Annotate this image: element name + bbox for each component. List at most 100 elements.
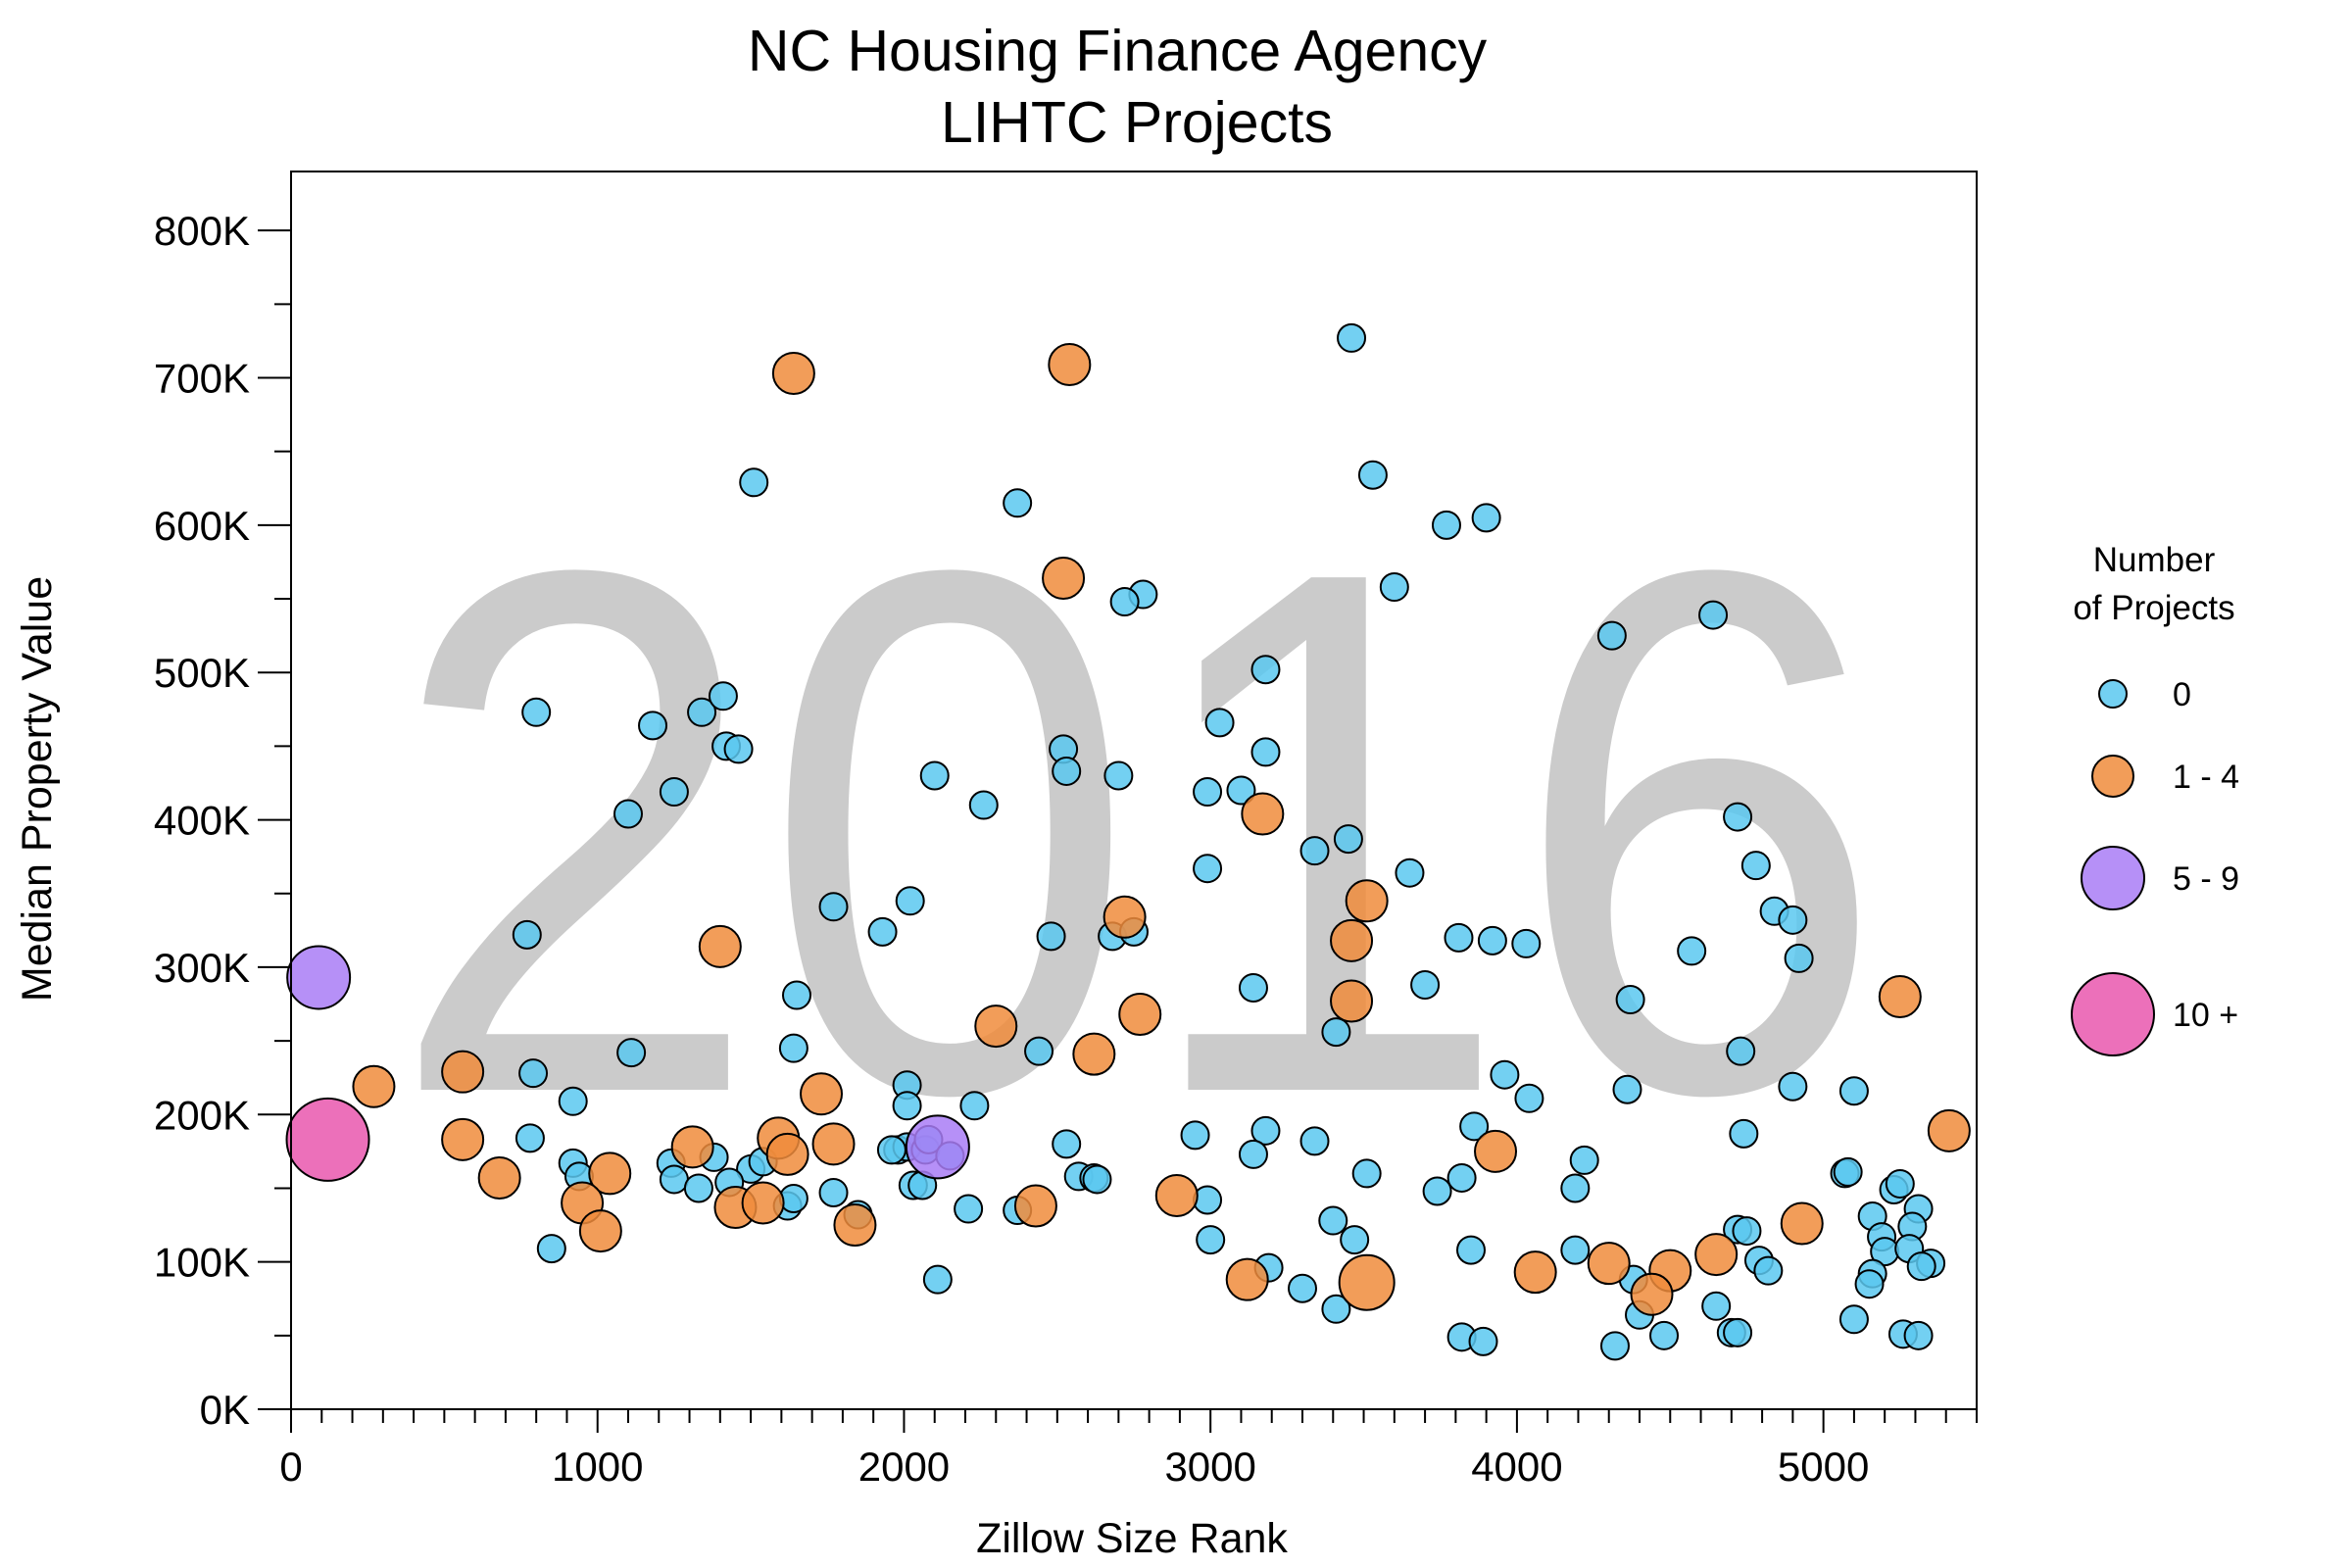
legend-entries: 0 1 - 4 5 - 9 10 + — [2071, 676, 2239, 1056]
data-point — [1288, 1273, 1317, 1303]
y-tick-label: 500K — [154, 650, 250, 696]
data-point — [1318, 1205, 1348, 1236]
data-point — [1345, 879, 1389, 923]
data-point — [687, 697, 717, 727]
data-point — [352, 1064, 396, 1108]
data-point — [670, 1125, 714, 1169]
x-tick-label: 2000 — [858, 1444, 950, 1490]
year-watermark: 2016 — [387, 416, 1886, 1249]
legend-title-line-1: Number — [2093, 541, 2216, 579]
data-point — [1299, 836, 1330, 866]
data-point — [1379, 572, 1409, 603]
data-point — [1698, 600, 1729, 630]
data-point — [1514, 1083, 1544, 1113]
data-point — [1118, 993, 1162, 1037]
data-point — [1729, 1118, 1759, 1149]
data-point — [811, 1122, 856, 1166]
data-point — [1321, 1017, 1351, 1048]
data-point — [800, 1072, 844, 1116]
data-point — [1513, 1250, 1557, 1295]
data-point — [708, 681, 738, 711]
data-point — [867, 916, 898, 947]
data-point — [778, 1033, 808, 1063]
chart-title-line-1: NC Housing Finance Agency — [748, 19, 1488, 83]
y-tick-label: 600K — [154, 503, 250, 549]
series-5-9 — [286, 945, 970, 1180]
data-point — [895, 886, 925, 916]
data-point — [1082, 1164, 1112, 1195]
data-point — [968, 790, 999, 820]
data-point — [1459, 1111, 1490, 1142]
chart-title-line-2: LIHTC Projects — [941, 90, 1333, 155]
data-point — [1196, 1225, 1226, 1255]
data-point — [1193, 854, 1223, 884]
data-point — [1833, 1156, 1863, 1187]
data-point — [286, 945, 352, 1010]
data-point — [1444, 922, 1474, 953]
data-point — [723, 734, 754, 764]
data-point — [922, 1264, 953, 1295]
data-point — [1612, 1074, 1642, 1104]
data-point — [1036, 921, 1066, 952]
data-point — [892, 1091, 922, 1121]
data-point — [1630, 1272, 1674, 1316]
data-point — [1410, 969, 1441, 1000]
data-point — [1456, 1235, 1486, 1265]
legend-label: 5 - 9 — [2173, 860, 2239, 898]
data-point — [905, 1114, 970, 1180]
data-point — [638, 710, 668, 741]
data-point — [659, 1164, 689, 1195]
data-point — [1321, 1294, 1351, 1324]
data-point — [919, 760, 950, 791]
data-point — [1052, 1129, 1082, 1159]
data-point — [1180, 1120, 1210, 1151]
data-point — [1204, 708, 1235, 738]
x-axis: 0 1000 2000 3000 4000 5000 — [279, 1409, 1978, 1490]
data-point — [1474, 1129, 1518, 1173]
data-point — [1511, 928, 1542, 958]
data-point — [741, 1181, 785, 1225]
data-point — [974, 1004, 1018, 1049]
data-point — [1241, 792, 1285, 836]
data-point — [1431, 510, 1461, 540]
y-tick-label: 0K — [200, 1387, 250, 1433]
data-point — [1395, 858, 1425, 888]
data-point — [1677, 936, 1707, 966]
legend-swatch — [2098, 679, 2128, 709]
data-point — [1778, 905, 1808, 935]
data-point — [818, 1177, 849, 1207]
data-point — [1740, 851, 1771, 881]
legend-label: 1 - 4 — [2173, 759, 2239, 796]
data-point — [1471, 503, 1501, 533]
data-point — [521, 697, 552, 727]
data-point — [1052, 756, 1082, 786]
data-point — [1238, 972, 1268, 1003]
data-point — [1885, 1168, 1915, 1199]
data-point — [1838, 1076, 1869, 1106]
data-point — [1013, 1184, 1057, 1228]
data-point — [1330, 979, 1374, 1023]
x-axis-label: Zillow Size Rank — [976, 1515, 1288, 1562]
legend-title-line-2: of Projects — [2073, 589, 2234, 627]
data-point — [1250, 1115, 1281, 1146]
data-point — [1649, 1320, 1680, 1350]
data-point — [1878, 975, 1922, 1018]
x-tick-label: 5000 — [1778, 1444, 1869, 1490]
y-axis: 0K 100K 200K 300K 400K 500K 600K 700K 800K — [154, 172, 292, 1433]
y-tick-label: 400K — [154, 798, 250, 844]
x-tick-label: 1000 — [552, 1444, 643, 1490]
data-point — [1024, 1036, 1054, 1066]
data-point — [441, 1117, 485, 1161]
data-point — [1103, 760, 1134, 791]
data-point — [1193, 777, 1223, 808]
data-point — [1838, 1304, 1869, 1335]
data-point — [1003, 488, 1033, 518]
data-point — [1154, 1173, 1199, 1217]
data-point — [1072, 1032, 1116, 1076]
data-point — [514, 1123, 545, 1153]
data-point — [683, 1173, 713, 1203]
data-point — [285, 1097, 370, 1182]
data-point — [1694, 1233, 1739, 1277]
data-point — [771, 351, 815, 395]
